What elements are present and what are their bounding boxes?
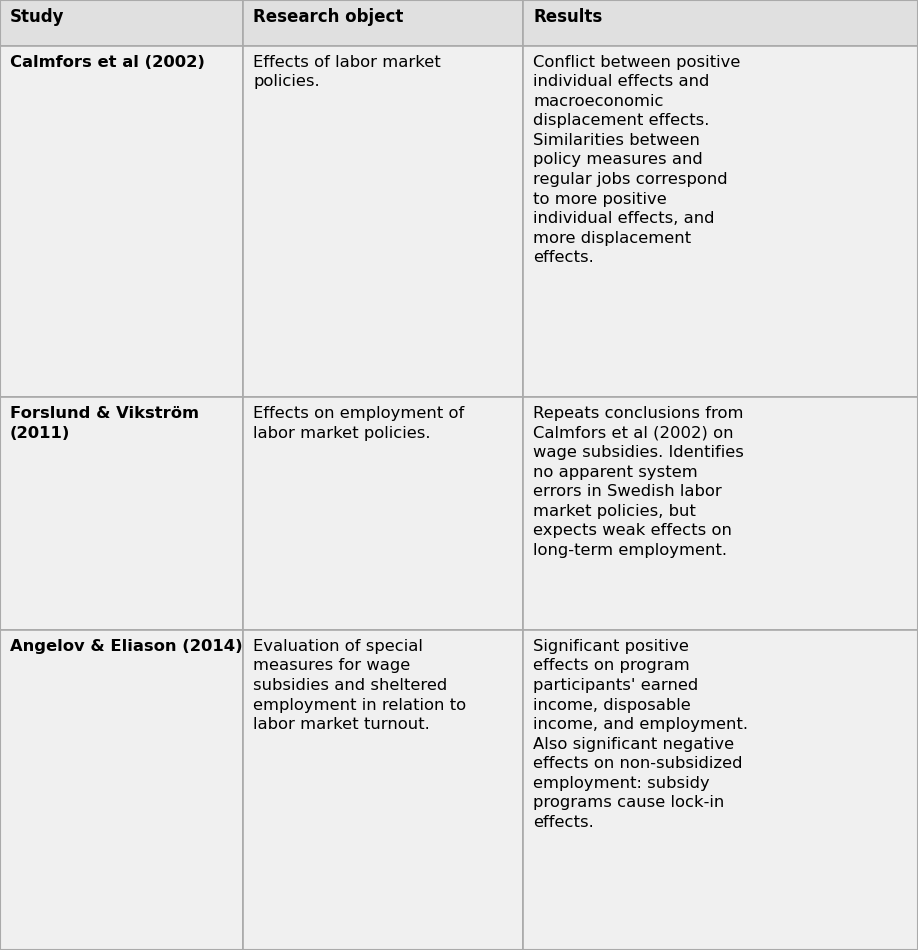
Text: Research object: Research object (253, 8, 404, 26)
Bar (243, 397, 523, 630)
Text: Study: Study (10, 8, 64, 26)
Bar (523, 630, 918, 950)
Text: Effects of labor market
policies.: Effects of labor market policies. (253, 54, 441, 89)
Text: Calmfors et al (2002): Calmfors et al (2002) (10, 54, 205, 69)
Text: Repeats conclusions from
Calmfors et al (2002) on
wage subsidies. Identifies
no : Repeats conclusions from Calmfors et al … (533, 406, 744, 558)
Bar (0, 46, 243, 397)
Bar (0, 0, 243, 46)
Bar (0, 397, 243, 630)
Bar (523, 0, 918, 46)
Text: Evaluation of special
measures for wage
subsidies and sheltered
employment in re: Evaluation of special measures for wage … (253, 638, 466, 732)
Text: Angelov & Eliason (2014): Angelov & Eliason (2014) (10, 638, 242, 654)
Text: Forslund & Vikström
(2011): Forslund & Vikström (2011) (10, 406, 199, 441)
Bar (523, 397, 918, 630)
Text: Results: Results (533, 8, 602, 26)
Bar (243, 630, 523, 950)
Bar (0, 630, 243, 950)
Text: Significant positive
effects on program
participants' earned
income, disposable
: Significant positive effects on program … (533, 638, 748, 830)
Bar (523, 46, 918, 397)
Text: Conflict between positive
individual effects and
macroeconomic
displacement effe: Conflict between positive individual eff… (533, 54, 741, 265)
Bar (243, 46, 523, 397)
Text: Effects on employment of
labor market policies.: Effects on employment of labor market po… (253, 406, 465, 441)
Bar (243, 0, 523, 46)
